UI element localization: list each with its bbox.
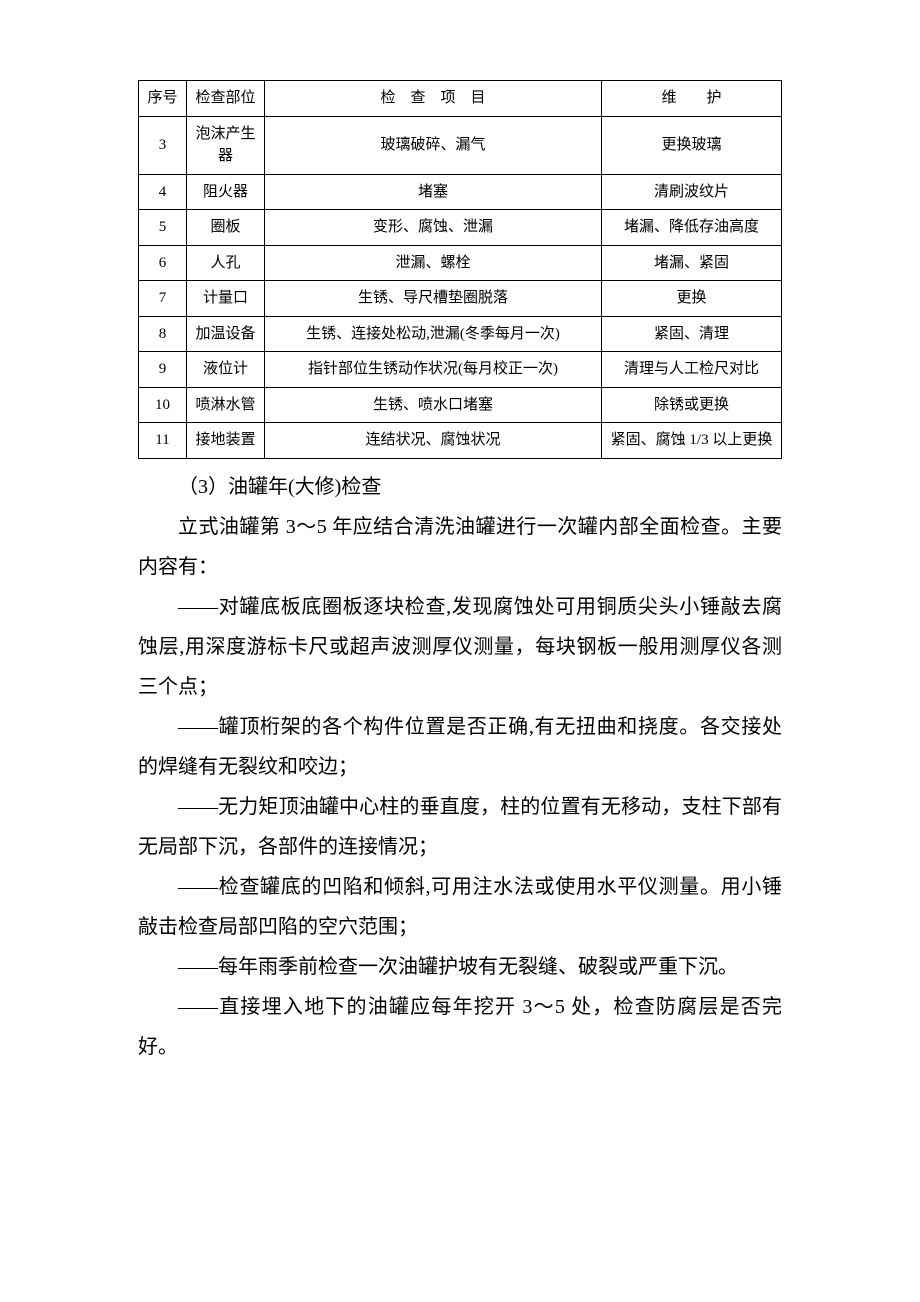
cell-seq: 7 [139, 281, 187, 317]
cell-item: 玻璃破碎、漏气 [265, 116, 602, 174]
table-row: 7 计量口 生锈、导尺槽垫圈脱落 更换 [139, 281, 782, 317]
header-maint: 维 护 [602, 81, 782, 117]
document-page: 序号 检查部位 检 查 项 目 维 护 3 泡沫产生器 玻璃破碎、漏气 更换玻璃… [0, 0, 920, 1302]
cell-item: 生锈、导尺槽垫圈脱落 [265, 281, 602, 317]
cell-maint: 清刷波纹片 [602, 174, 782, 210]
cell-item: 生锈、喷水口堵塞 [265, 387, 602, 423]
header-item: 检 查 项 目 [265, 81, 602, 117]
cell-seq: 6 [139, 245, 187, 281]
cell-maint: 更换 [602, 281, 782, 317]
cell-seq: 10 [139, 387, 187, 423]
cell-part: 液位计 [187, 352, 265, 388]
table-row: 11 接地装置 连结状况、腐蚀状况 紧固、腐蚀 1/3 以上更换 [139, 423, 782, 459]
table-header-row: 序号 检查部位 检 查 项 目 维 护 [139, 81, 782, 117]
cell-part: 阻火器 [187, 174, 265, 210]
paragraph: ——无力矩顶油罐中心柱的垂直度，柱的位置有无移动，支柱下部有无局部下沉，各部件的… [138, 787, 782, 867]
paragraph: ——直接埋入地下的油罐应每年挖开 3～5 处，检查防腐层是否完好。 [138, 987, 782, 1067]
paragraph: 立式油罐第 3～5 年应结合清洗油罐进行一次罐内部全面检查。主要内容有： [138, 507, 782, 587]
paragraph: ——罐顶桁架的各个构件位置是否正确,有无扭曲和挠度。各交接处的焊缝有无裂纹和咬边… [138, 707, 782, 787]
cell-maint: 紧固、腐蚀 1/3 以上更换 [602, 423, 782, 459]
cell-maint: 堵漏、紧固 [602, 245, 782, 281]
table-row: 4 阻火器 堵塞 清刷波纹片 [139, 174, 782, 210]
table-row: 10 喷淋水管 生锈、喷水口堵塞 除锈或更换 [139, 387, 782, 423]
cell-item: 连结状况、腐蚀状况 [265, 423, 602, 459]
cell-part: 人孔 [187, 245, 265, 281]
cell-maint: 更换玻璃 [602, 116, 782, 174]
cell-part: 泡沫产生器 [187, 116, 265, 174]
header-seq: 序号 [139, 81, 187, 117]
paragraph-heading: （3）油罐年(大修)检查 [138, 467, 782, 507]
cell-maint: 清理与人工检尺对比 [602, 352, 782, 388]
table-row: 6 人孔 泄漏、螺栓 堵漏、紧固 [139, 245, 782, 281]
cell-item: 指针部位生锈动作状况(每月校正一次) [265, 352, 602, 388]
cell-seq: 3 [139, 116, 187, 174]
cell-item: 生锈、连接处松动,泄漏(冬季每月一次) [265, 316, 602, 352]
cell-seq: 9 [139, 352, 187, 388]
paragraph: ——每年雨季前检查一次油罐护坡有无裂缝、破裂或严重下沉。 [138, 947, 782, 987]
cell-seq: 5 [139, 210, 187, 246]
cell-maint: 堵漏、降低存油高度 [602, 210, 782, 246]
cell-item: 变形、腐蚀、泄漏 [265, 210, 602, 246]
cell-item: 堵塞 [265, 174, 602, 210]
cell-item: 泄漏、螺栓 [265, 245, 602, 281]
cell-seq: 4 [139, 174, 187, 210]
cell-seq: 11 [139, 423, 187, 459]
table-row: 9 液位计 指针部位生锈动作状况(每月校正一次) 清理与人工检尺对比 [139, 352, 782, 388]
cell-maint: 除锈或更换 [602, 387, 782, 423]
inspection-table: 序号 检查部位 检 查 项 目 维 护 3 泡沫产生器 玻璃破碎、漏气 更换玻璃… [138, 80, 782, 459]
header-part: 检查部位 [187, 81, 265, 117]
body-text: （3）油罐年(大修)检查 立式油罐第 3～5 年应结合清洗油罐进行一次罐内部全面… [138, 467, 782, 1067]
cell-part: 接地装置 [187, 423, 265, 459]
cell-part: 计量口 [187, 281, 265, 317]
cell-part: 圈板 [187, 210, 265, 246]
cell-part: 加温设备 [187, 316, 265, 352]
paragraph: ——检查罐底的凹陷和倾斜,可用注水法或使用水平仪测量。用小锤敲击检查局部凹陷的空… [138, 867, 782, 947]
table-row: 5 圈板 变形、腐蚀、泄漏 堵漏、降低存油高度 [139, 210, 782, 246]
table-row: 8 加温设备 生锈、连接处松动,泄漏(冬季每月一次) 紧固、清理 [139, 316, 782, 352]
cell-part: 喷淋水管 [187, 387, 265, 423]
paragraph: ——对罐底板底圈板逐块检查,发现腐蚀处可用铜质尖头小锤敲去腐蚀层,用深度游标卡尺… [138, 587, 782, 707]
cell-maint: 紧固、清理 [602, 316, 782, 352]
table-row: 3 泡沫产生器 玻璃破碎、漏气 更换玻璃 [139, 116, 782, 174]
cell-seq: 8 [139, 316, 187, 352]
